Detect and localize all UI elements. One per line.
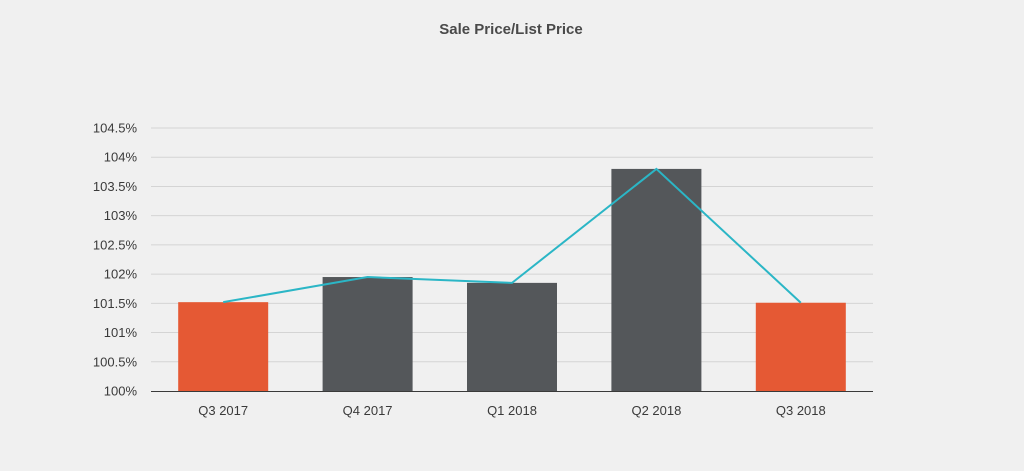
- x-tick-label: Q1 2018: [487, 403, 537, 418]
- bars: [178, 168, 846, 391]
- y-tick-label: 104.5%: [93, 121, 138, 136]
- trend-line-path: [223, 167, 802, 304]
- y-tick-label: 102.5%: [93, 237, 138, 252]
- x-tick-label: Q4 2017: [343, 403, 393, 418]
- y-tick-label: 101.5%: [93, 296, 138, 311]
- bar-q3-2017: [178, 302, 269, 391]
- x-axis-tick-labels: Q3 2017 Q4 2017 Q1 2018 Q2 2018 Q3 2018: [198, 403, 825, 418]
- bar-q3-2018: [755, 302, 846, 391]
- bar-q4-2017: [322, 277, 413, 391]
- x-tick-label: Q3 2017: [198, 403, 248, 418]
- y-tick-label: 102%: [104, 267, 138, 282]
- bar-q2-2018: [611, 168, 702, 391]
- bar-q1-2018: [467, 282, 557, 391]
- gridlines: [151, 127, 873, 363]
- y-axis-tick-labels: 100% 100.5% 101% 101.5% 102% 102.5% 103% 103.5%…: [93, 121, 138, 399]
- y-tick-label: 103.5%: [93, 179, 138, 194]
- x-tick-label: Q2 2018: [631, 403, 681, 418]
- x-tick-label: Q3 2018: [776, 403, 826, 418]
- y-tick-label: 104%: [104, 150, 138, 165]
- chart-title: Sale Price/List Price: [439, 21, 582, 38]
- y-tick-label: 103%: [104, 208, 138, 223]
- trend-line: [223, 167, 802, 304]
- y-tick-label: 100%: [104, 384, 138, 399]
- y-tick-label: 100.5%: [93, 354, 138, 369]
- y-tick-label: 101%: [104, 325, 138, 340]
